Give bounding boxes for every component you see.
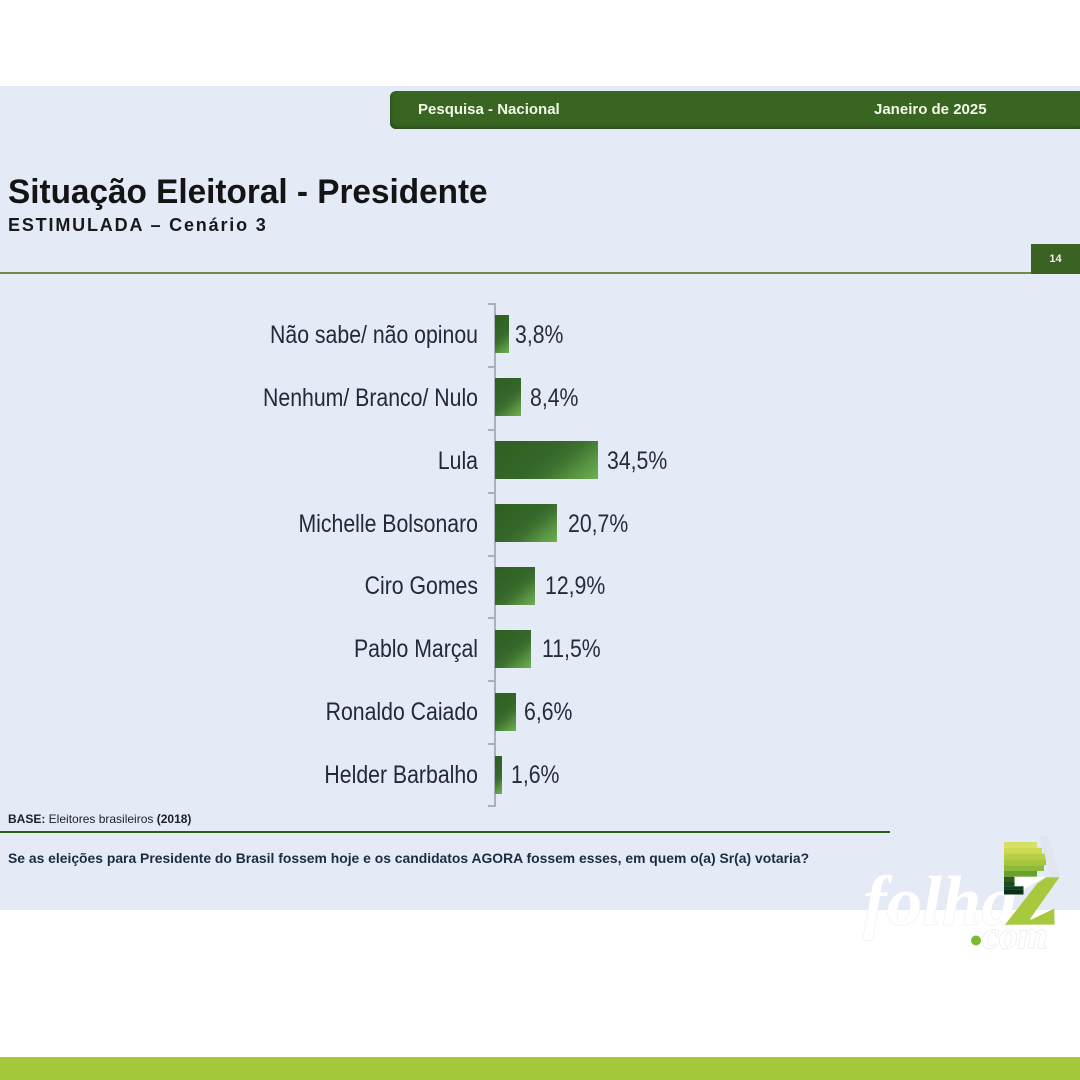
svg-text:com: com <box>982 915 1047 957</box>
svg-text:folha: folha <box>863 863 1017 941</box>
